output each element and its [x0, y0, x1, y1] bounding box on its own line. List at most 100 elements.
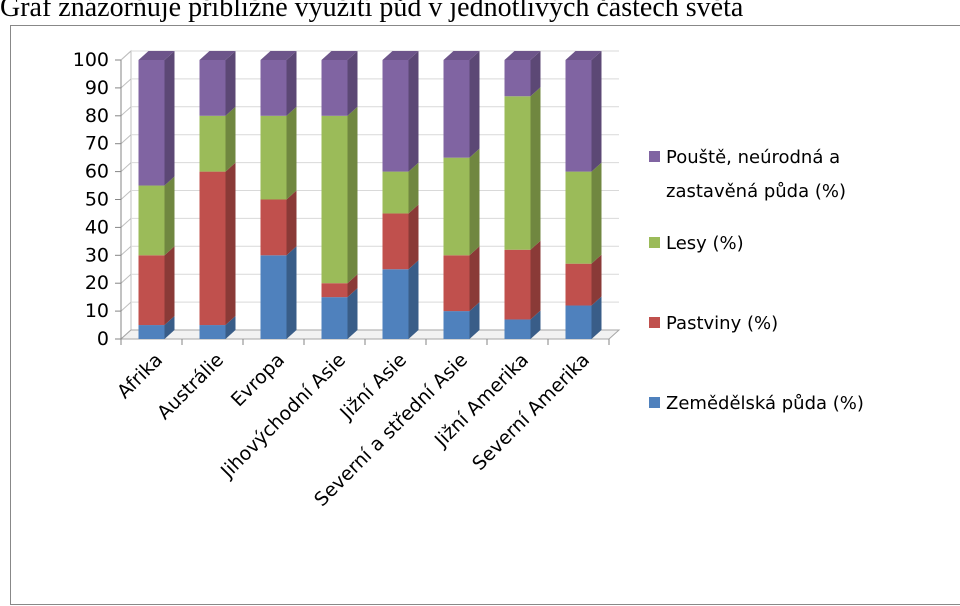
bar-segment	[138, 255, 165, 326]
y-tick-label: 0	[97, 328, 109, 350]
bar-segment	[138, 185, 165, 256]
legend-swatch	[649, 151, 660, 162]
bar-segment-side	[225, 316, 236, 339]
gridline-side	[120, 106, 132, 117]
bar-segment-side	[164, 51, 175, 186]
bar-segment-side	[530, 240, 541, 320]
bar-segment	[504, 96, 531, 250]
bar-segment	[565, 305, 592, 339]
gridline-side	[120, 273, 132, 284]
bar-segment	[443, 60, 470, 158]
bar-segment-side	[164, 176, 175, 256]
bar-segment-side	[469, 246, 480, 312]
bar-segment	[382, 269, 409, 339]
bar-segment	[260, 255, 287, 339]
bar-segment-side	[225, 106, 236, 172]
bar-segment	[504, 249, 531, 320]
gridline-side	[120, 134, 132, 145]
bar-segment	[260, 60, 287, 116]
gridline-side	[120, 162, 132, 172]
chart-caption: Graf znázorňuje přibližné využití půd v …	[0, 0, 744, 23]
bar-segment-side	[408, 51, 419, 172]
y-tick-label: 90	[85, 77, 109, 99]
bar-segment-side	[530, 87, 541, 250]
bar-segment	[321, 297, 348, 339]
bar-segment-side	[164, 246, 175, 326]
bar-segment	[199, 115, 226, 172]
bar-segment	[565, 171, 592, 264]
bar-segment-side	[286, 106, 297, 200]
gridline-side	[120, 218, 132, 228]
category-label: Severní Amerika	[468, 349, 594, 475]
gridline-side	[120, 50, 132, 61]
bar-segment	[321, 115, 348, 284]
bar-segment-side	[469, 148, 480, 256]
bar-segment-side	[286, 51, 297, 116]
bar-segment-top	[138, 51, 175, 60]
bar-segment	[199, 60, 226, 116]
gridline-side	[120, 245, 132, 256]
bar-segment	[443, 157, 470, 256]
bar-segment-side	[408, 204, 419, 270]
gridline-side	[120, 301, 132, 312]
y-tick-label: 10	[85, 300, 109, 322]
chart-frame: 0 10 20 30 40 50 60 70 80 90 100 Afrika Austrálie Evr…	[10, 25, 960, 605]
y-tick-label: 50	[85, 189, 109, 211]
bar-segment-side	[591, 296, 602, 339]
bar-segment	[443, 255, 470, 312]
bar-segment	[504, 319, 531, 339]
bar-segment-top	[199, 51, 236, 60]
legend-swatch	[649, 317, 660, 328]
bar-segment	[382, 60, 409, 172]
legend-label: Lesy (%)	[666, 233, 744, 254]
legend-swatch	[649, 397, 660, 408]
legend-label: Zemědělská půda (%)	[666, 393, 864, 414]
bar-segment-side	[347, 274, 358, 298]
bar-segment-top	[504, 51, 541, 60]
y-tick-label: 60	[85, 161, 109, 183]
bar-segment	[138, 325, 165, 339]
bar-segment-side	[225, 162, 236, 326]
y-tick-label: 30	[85, 244, 109, 266]
bar-segment-side	[530, 51, 541, 97]
bar-segment	[138, 60, 165, 186]
bar-segment-side	[591, 51, 602, 172]
bar-segment	[565, 263, 592, 306]
bar-segment	[260, 199, 287, 256]
bar-segment-side	[530, 310, 541, 339]
bar-segment	[443, 311, 470, 339]
category-label: Evropa	[227, 349, 289, 411]
bar-segment-side	[408, 162, 419, 214]
bar-segment-side	[591, 254, 602, 306]
bar-segment-side	[469, 51, 480, 158]
y-tick-label: 80	[85, 105, 109, 127]
bar-segment	[504, 60, 531, 97]
bar-segment	[565, 60, 592, 172]
bar-segment-top	[443, 51, 480, 60]
bar-segment-side	[408, 260, 419, 339]
bar-segment-side	[164, 316, 175, 339]
bar-segment	[382, 213, 409, 270]
bar-segment	[199, 325, 226, 339]
y-tick-label: 40	[85, 216, 109, 238]
bar-segment	[321, 283, 348, 298]
stacked-bar-chart: 0 10 20 30 40 50 60 70 80 90 100 AfrikaAustrálieEvr…	[73, 49, 864, 511]
bar-segment-side	[286, 190, 297, 256]
category-label: Austrálie	[153, 349, 228, 424]
legend-label: zastavěná půda (%)	[666, 181, 846, 202]
bar-segment-side	[347, 106, 358, 284]
bar-segment	[199, 171, 226, 326]
bar-segment	[321, 60, 348, 116]
y-tick-label: 100	[73, 49, 109, 71]
gridline-side	[120, 190, 132, 200]
bar-segment-side	[469, 302, 480, 339]
bar-segment	[260, 115, 287, 200]
bar-segment-side	[347, 51, 358, 116]
gridline-side	[120, 78, 132, 89]
y-tick-label: 20	[85, 272, 109, 294]
bar-segment-side	[225, 51, 236, 116]
category-label: Afrika	[113, 349, 167, 403]
bar-segment-side	[347, 288, 358, 339]
legend-swatch	[649, 237, 660, 248]
y-tick-label: 70	[85, 133, 109, 155]
